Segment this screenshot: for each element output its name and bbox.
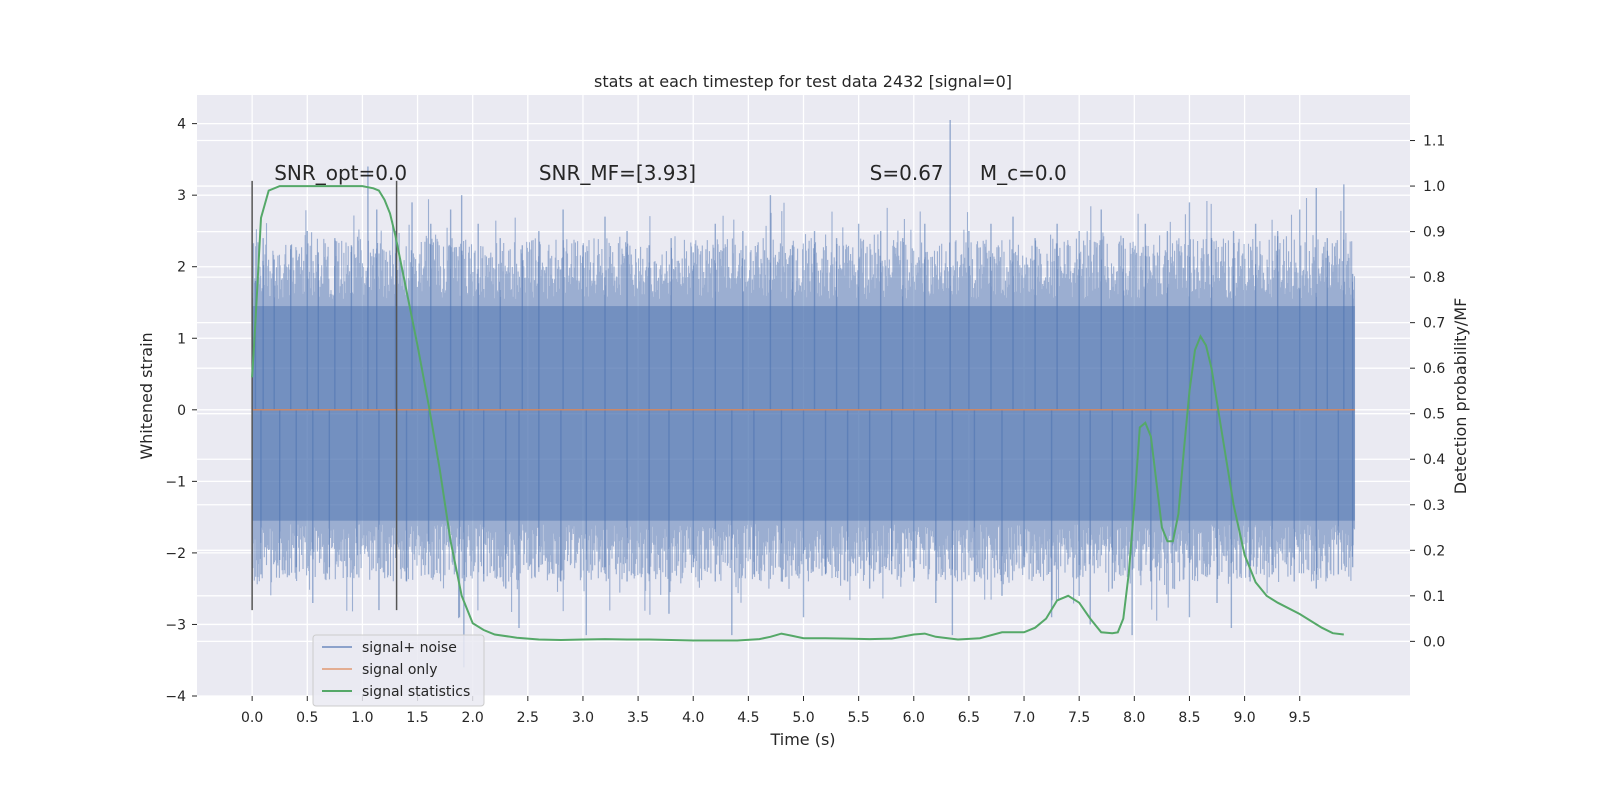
legend: signal+ noise signal only signal statist… bbox=[312, 634, 485, 707]
y-tick-label-6: −2 bbox=[165, 546, 186, 562]
y2-tick-label-3: 0.8 bbox=[1423, 270, 1445, 286]
y2-tick-label-10: 0.1 bbox=[1423, 589, 1445, 605]
y-tick-label-2: 2 bbox=[177, 260, 186, 276]
y2-tick-label-4: 0.7 bbox=[1423, 316, 1445, 332]
y2-tick-label-8: 0.3 bbox=[1423, 498, 1445, 514]
x-tick-label-3: 1.5 bbox=[406, 710, 428, 726]
marker-lines bbox=[251, 180, 398, 611]
x-tick-label-2: 1.0 bbox=[351, 710, 373, 726]
x-tick-label-16: 8.0 bbox=[1123, 710, 1145, 726]
x-tick-label-10: 5.0 bbox=[792, 710, 814, 726]
y-tick-label-4: 0 bbox=[177, 403, 186, 419]
x-tick-label-4: 2.0 bbox=[462, 710, 484, 726]
y-tick-label-3: 1 bbox=[177, 331, 186, 347]
annotation-s-value: S=0.67 bbox=[870, 161, 944, 185]
x-tick-label-12: 6.0 bbox=[903, 710, 925, 726]
y2-tick-label-2: 0.9 bbox=[1423, 225, 1445, 241]
x-tick-label-9: 4.5 bbox=[737, 710, 759, 726]
y-tick-label-7: −3 bbox=[165, 617, 186, 633]
y2-axis-ticks: 1.1 1.0 0.9 0.8 0.7 0.6 0.5 0.4 0.3 0.2 0.1 0.0 bbox=[1410, 134, 1445, 650]
y-axis-label: Whitened strain bbox=[137, 332, 156, 459]
annotation-snr-opt: SNR_opt=0.0 bbox=[274, 161, 407, 185]
legend-label-signal-statistics: signal statistics bbox=[362, 684, 470, 700]
y2-tick-label-6: 0.5 bbox=[1423, 407, 1445, 423]
y2-tick-label-11: 0.0 bbox=[1423, 634, 1445, 650]
y2-tick-label-1: 1.0 bbox=[1423, 179, 1445, 195]
x-tick-label-15: 7.5 bbox=[1068, 710, 1090, 726]
legend-label-signal-only: signal only bbox=[362, 662, 437, 678]
x-tick-label-19: 9.5 bbox=[1289, 710, 1311, 726]
y2-tick-label-7: 0.4 bbox=[1423, 452, 1445, 468]
x-axis-ticks: 0.0 0.5 1.0 1.5 2.0 2.5 3.0 3.5 4.0 4.5 5.0 5.5 6.0 6… bbox=[241, 696, 1311, 726]
y-tick-label-1: 3 bbox=[177, 188, 186, 204]
y2-axis-label: Detection probability/MF bbox=[1451, 298, 1470, 495]
x-tick-label-14: 7.0 bbox=[1013, 710, 1035, 726]
x-axis-label: Time (s) bbox=[769, 730, 835, 749]
y-tick-label-8: −4 bbox=[165, 689, 186, 705]
x-tick-label-0: 0.0 bbox=[241, 710, 263, 726]
y2-tick-label-0: 1.1 bbox=[1423, 134, 1445, 150]
series-signal-statistics bbox=[251, 185, 1344, 642]
annotations: SNR_opt=0.0 SNR_MF=[3.93] S=0.67 M_c=0.0 bbox=[274, 161, 1067, 185]
x-tick-label-7: 3.5 bbox=[627, 710, 649, 726]
x-tick-label-8: 4.0 bbox=[682, 710, 704, 726]
chart-title: stats at each timestep for test data 243… bbox=[594, 72, 1012, 91]
x-tick-label-13: 6.5 bbox=[958, 710, 980, 726]
legend-label-signal-noise: signal+ noise bbox=[362, 640, 457, 656]
signal-statistics-line bbox=[251, 185, 1344, 642]
annotation-snr-mf: SNR_MF=[3.93] bbox=[539, 161, 696, 185]
x-tick-label-17: 8.5 bbox=[1178, 710, 1200, 726]
y2-tick-label-5: 0.6 bbox=[1423, 361, 1445, 377]
x-tick-label-1: 0.5 bbox=[296, 710, 318, 726]
y-tick-label-0: 4 bbox=[177, 117, 186, 133]
x-tick-label-6: 3.0 bbox=[572, 710, 594, 726]
y-axis-ticks: 4 3 2 1 0 −1 −2 −3 −4 bbox=[165, 117, 197, 705]
x-tick-label-11: 5.5 bbox=[848, 710, 870, 726]
x-tick-label-18: 9.0 bbox=[1233, 710, 1255, 726]
y2-tick-label-9: 0.2 bbox=[1423, 543, 1445, 559]
y-tick-label-5: −1 bbox=[165, 474, 186, 490]
annotation-chirp-mass: M_c=0.0 bbox=[980, 161, 1067, 185]
legend-box bbox=[312, 634, 485, 707]
x-tick-label-5: 2.5 bbox=[517, 710, 539, 726]
